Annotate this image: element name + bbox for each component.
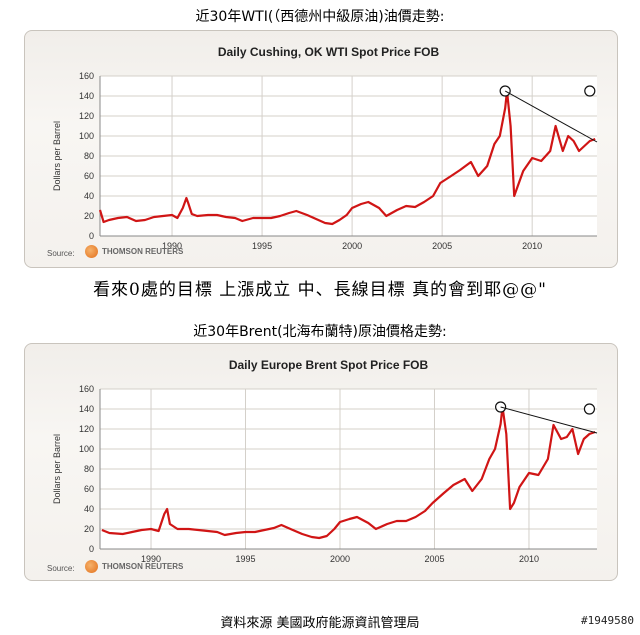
wti-ytick-label: 120 [79,111,94,121]
wti-chart-panel: Daily Cushing, OK WTI Spot Price FOB 0 20 4… [24,30,618,268]
wti-ytick-label: 160 [79,71,94,81]
brent-xtick-label: 2000 [330,554,350,564]
wti-ytick-label: 100 [79,131,94,141]
brent-ytick-label: 160 [79,384,94,394]
brent-chart-title: Daily Europe Brent Spot Price FOB [229,358,429,372]
brent-ytick-label: 20 [84,524,94,534]
wti-xtick-label: 2005 [432,241,452,251]
thomson-reuters-logo-icon [85,245,98,258]
brent-price-chart: Daily Europe Brent Spot Price FOB 0 20 40 60… [52,358,598,564]
brent-ytick-label: 120 [79,424,94,434]
wti-target-circle [584,85,596,97]
wti-ytick-label: 80 [84,151,94,161]
wti-y-axis-label: Dollars per Barrel [52,121,62,191]
thomson-reuters-logo-icon [85,560,98,573]
wti-ytick-label: 60 [84,171,94,181]
wti-xtick-label: 1990 [162,241,182,251]
wti-ytick-label: 20 [84,211,94,221]
wti-price-chart: Daily Cushing, OK WTI Spot Price FOB 0 20 4… [52,45,598,251]
brent-trend-line [500,406,598,434]
wti-heading: 近30年WTI(（西德州中級原油)油價走勢: [195,9,445,25]
wti-ytick-label: 0 [89,231,94,241]
brent-ytick-label: 80 [84,464,94,474]
wti-source-label: Source: [47,249,75,258]
comment-text: 看來0處的目標 上漲成立 中、長線目標 真的會到耶@@" [93,280,547,300]
brent-heading: 近30年Brent(北海布蘭特)原油價格走勢: [193,324,447,340]
brent-source-name: THOMSON REUTERS [102,562,184,571]
wti-xtick-label: 1995 [252,241,272,251]
wti-xtick-label: 2000 [342,241,362,251]
brent-xtick-label: 1990 [141,554,161,564]
image-id-tag: #1949580 [581,614,634,627]
brent-ytick-label: 40 [84,504,94,514]
wti-chart-title: Daily Cushing, OK WTI Spot Price FOB [218,45,440,59]
brent-source-label: Source: [47,564,75,573]
brent-y-axis-label: Dollars per Barrel [52,434,62,504]
data-source-footer: 資料來源 美國政府能源資訊管理局 [220,616,420,631]
brent-xtick-label: 1995 [235,554,255,564]
wti-source-logo: THOMSON REUTERS [85,245,183,258]
brent-xtick-label: 2010 [519,554,539,564]
brent-price-series-line [101,405,596,540]
wti-ytick-label: 140 [79,91,94,101]
wti-trend-line [504,90,598,143]
brent-chart-panel: Daily Europe Brent Spot Price FOB 0 20 40 60… [24,343,618,581]
brent-ytick-label: 140 [79,404,94,414]
brent-ytick-label: 100 [79,444,94,454]
wti-price-series-line [98,89,596,226]
wti-ytick-label: 40 [84,191,94,201]
brent-source-logo: THOMSON REUTERS [85,560,183,573]
wti-xtick-label: 2010 [522,241,542,251]
wti-source-name: THOMSON REUTERS [102,247,184,256]
brent-xtick-label: 2005 [424,554,444,564]
brent-target-circle [583,403,596,415]
brent-ytick-label: 0 [89,544,94,554]
brent-ytick-label: 60 [84,484,94,494]
